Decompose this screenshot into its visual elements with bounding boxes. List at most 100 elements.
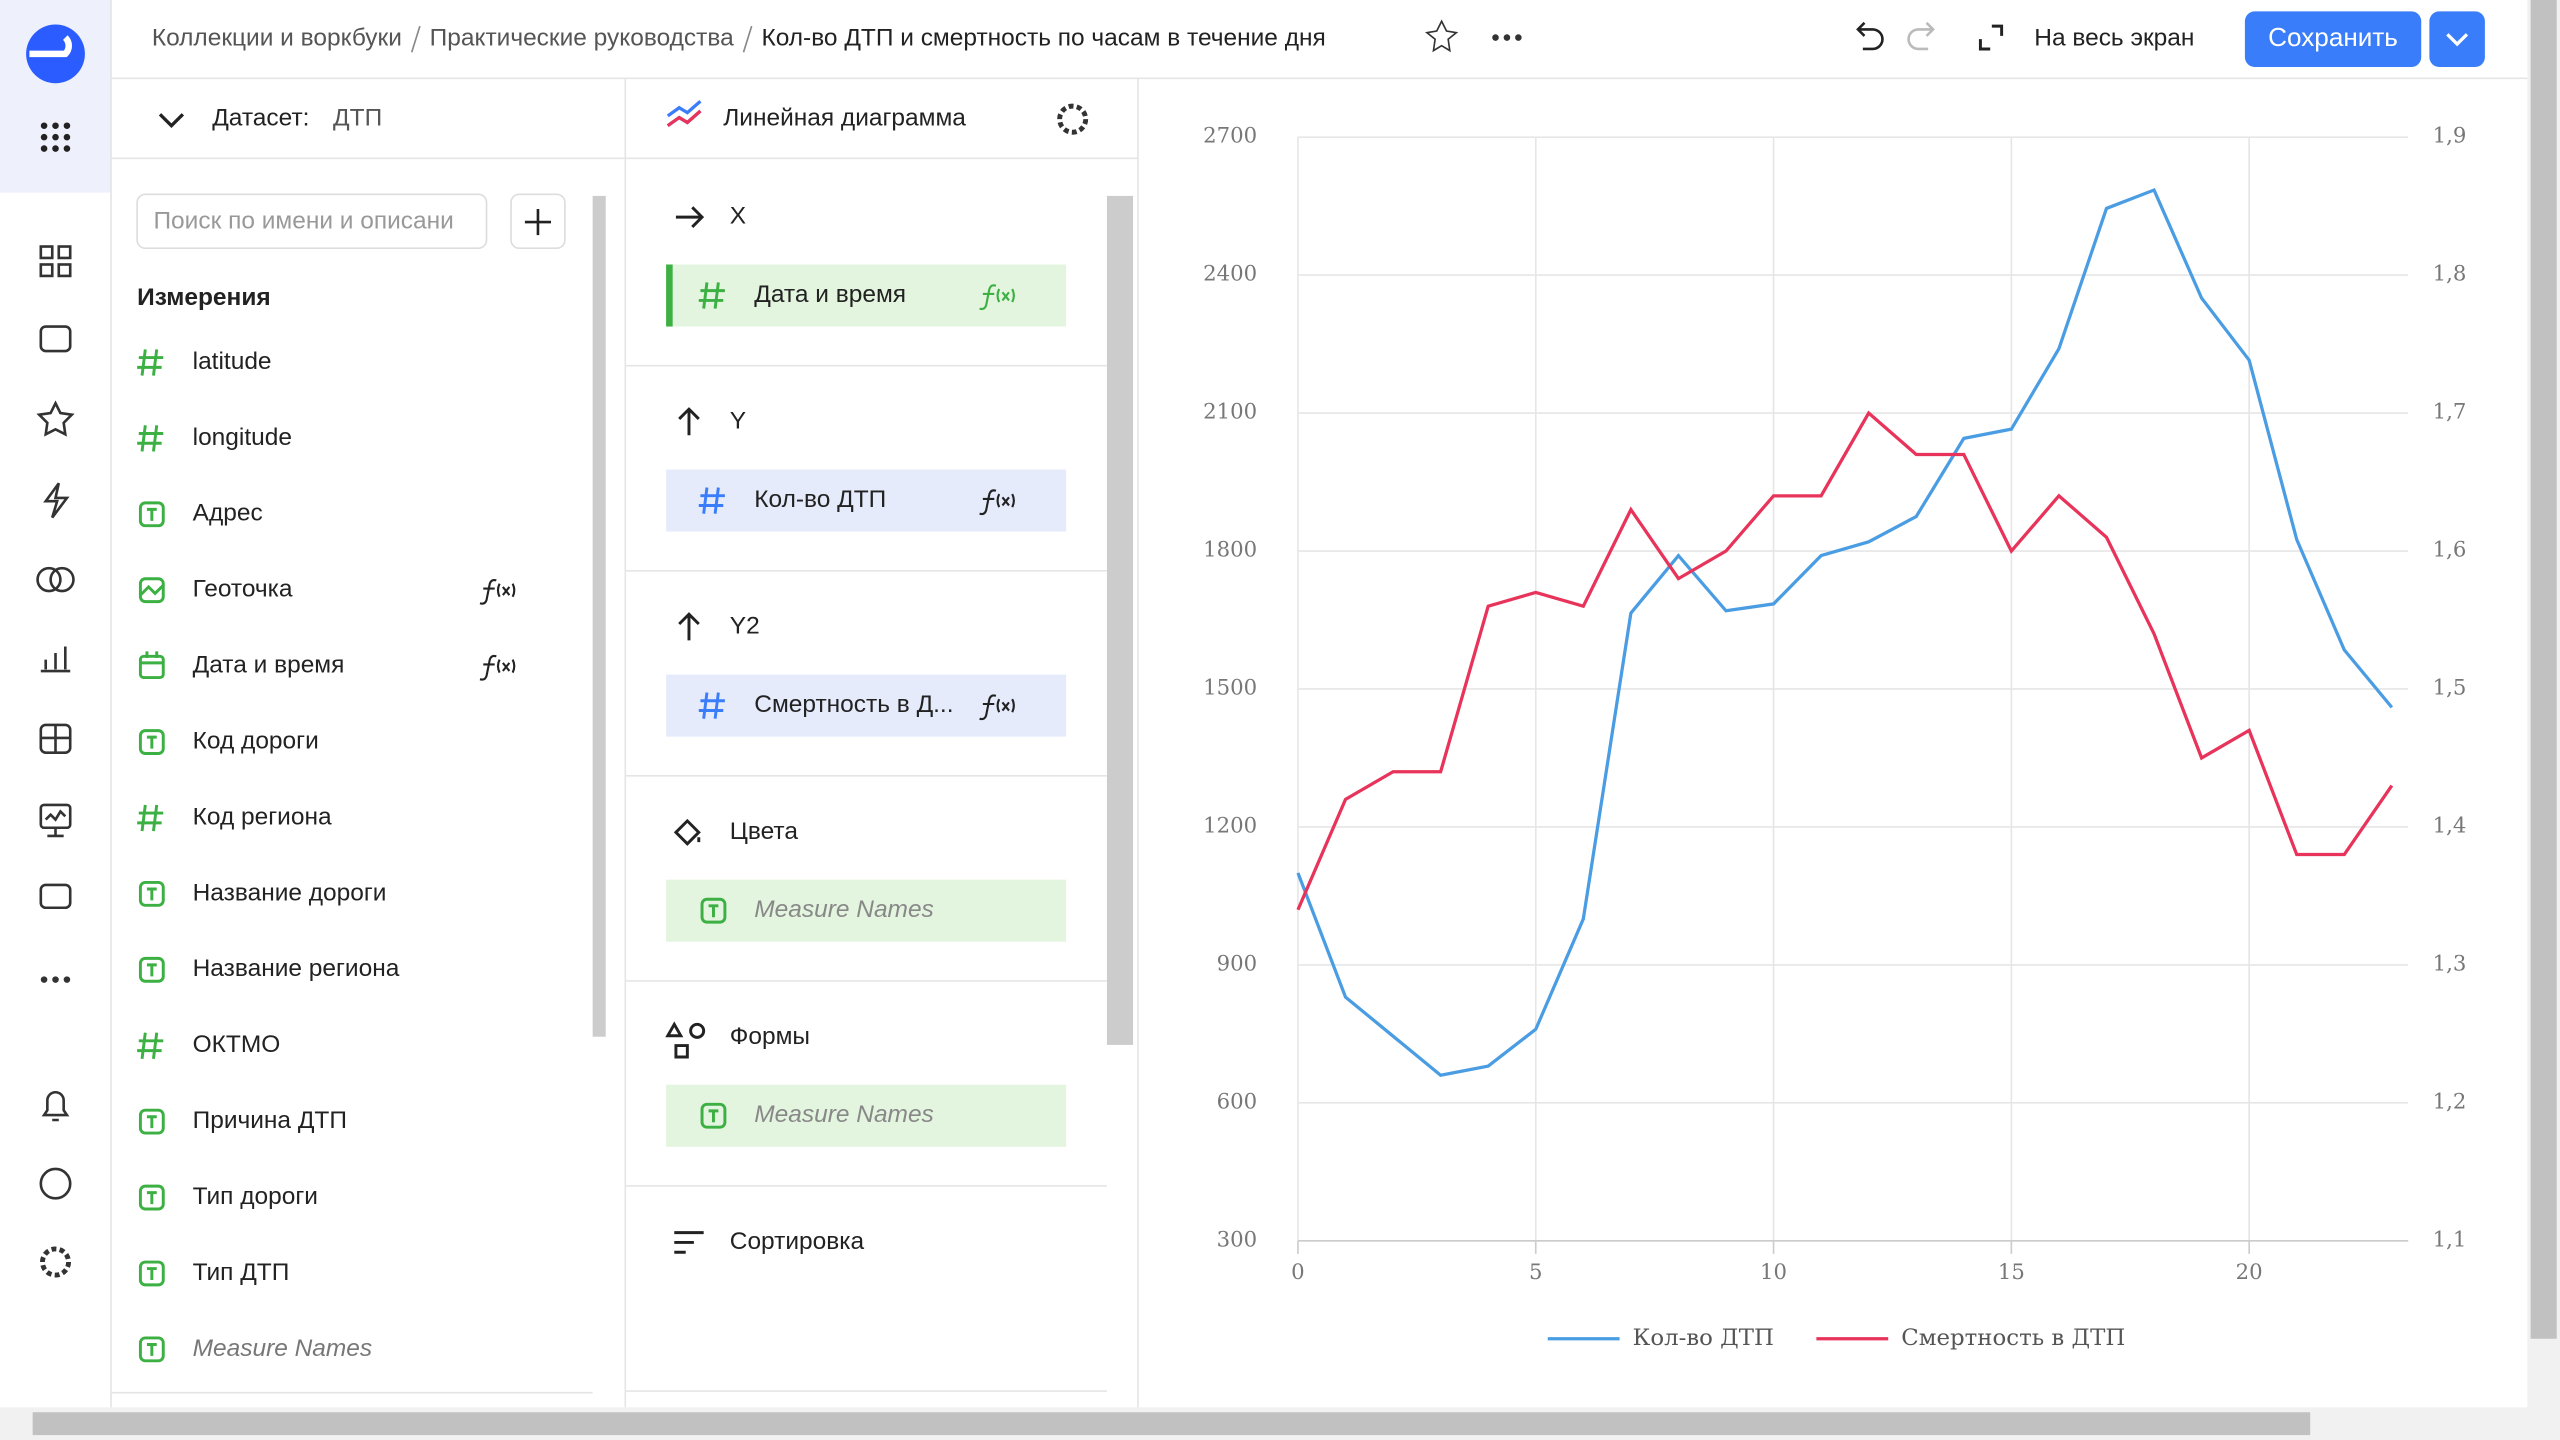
date-icon-top [140, 651, 164, 665]
text-icon [138, 1260, 165, 1287]
more-button[interactable] [1492, 34, 1522, 41]
field-chip[interactable] [666, 264, 1067, 327]
nav-favorites[interactable] [36, 400, 75, 437]
scrollbar[interactable] [592, 195, 606, 1037]
section-title: Цвета [730, 818, 799, 845]
nav-folders[interactable] [39, 883, 72, 910]
wizard-sections: X Дата и время Y Кол-во ДТП Y2 Смертность в Д… [625, 203, 1107, 1392]
h-scroll-thumb[interactable] [32, 1412, 2311, 1436]
search-input[interactable] [136, 193, 488, 249]
nav-connections[interactable] [36, 566, 75, 593]
add-icon [524, 208, 552, 236]
field-name[interactable]: Название дороги [193, 879, 387, 906]
nav-dashboards[interactable] [43, 482, 70, 519]
fullscreen-button[interactable]: На весь экран [2034, 25, 2194, 52]
y2-tick-label: 1,1 [2433, 1227, 2467, 1252]
field-name[interactable]: Дата и время [193, 652, 345, 679]
field-chip[interactable] [666, 1084, 1067, 1147]
x-tick-label: 20 [2236, 1260, 2263, 1285]
x-tick-label: 5 [1529, 1260, 1543, 1285]
formula-icon [479, 654, 516, 681]
section-icon-dot [689, 1022, 706, 1039]
wizard-scrollbar[interactable] [1106, 195, 1134, 1045]
formula-icon [979, 694, 1015, 721]
dataset-name[interactable]: ДТП [333, 105, 382, 132]
nav-help[interactable] [39, 1167, 72, 1200]
field-chip[interactable] [666, 674, 1067, 737]
field-name[interactable]: Код дороги [193, 728, 319, 755]
field-name[interactable]: Measure Names [193, 1335, 373, 1362]
breadcrumbs: Коллекции и воркбуки Практические руковод… [152, 25, 1326, 53]
apps-icon[interactable] [40, 122, 71, 152]
breadcrumb-separator [410, 25, 421, 53]
save-menu-icon [2446, 33, 2469, 47]
field-name[interactable]: Код региона [193, 803, 332, 830]
dataset-toggle[interactable] [158, 113, 185, 129]
section-title: Сортировка [730, 1228, 865, 1255]
nav-datasets[interactable] [39, 723, 72, 754]
save-label: Сохранить [2268, 22, 2398, 52]
viz-settings[interactable] [1057, 103, 1089, 135]
favorite-button[interactable] [1425, 19, 1459, 53]
save-menu-button[interactable] [2429, 11, 2485, 67]
legend-label[interactable]: Кол-во ДТП [1633, 1325, 1774, 1351]
save-button[interactable] [2244, 11, 2422, 67]
number-icon [698, 692, 725, 719]
fullscreen-icon [1978, 24, 2004, 51]
breadcrumb: Кол-во ДТП и смертность по часам в течен… [761, 25, 1325, 52]
field-name[interactable]: Геоточка [193, 576, 293, 603]
field-name[interactable]: ОКТМО [193, 1031, 281, 1058]
geo-icon-pin [139, 584, 165, 597]
section-icon [674, 1231, 704, 1254]
field-chip[interactable] [666, 469, 1067, 532]
data-line [1296, 410, 2394, 911]
text-icon-t [146, 887, 157, 901]
field-name[interactable]: longitude [193, 424, 292, 451]
geo-icon [138, 577, 165, 604]
section-icon [678, 612, 700, 641]
field-name[interactable]: Тип дороги [193, 1183, 318, 1210]
field-name[interactable]: latitude [193, 348, 272, 375]
breadcrumb[interactable]: Коллекции и воркбуки [152, 25, 402, 52]
undo-button[interactable] [1856, 21, 1884, 51]
text-icon-t [146, 507, 157, 521]
redo-button[interactable] [1907, 21, 1935, 51]
text-icon [138, 1336, 165, 1363]
y-tick-label: 1500 [1203, 675, 1257, 700]
legend-label[interactable]: Смертность в ДТП [1901, 1325, 2125, 1351]
section-icon [675, 206, 705, 228]
chip-name: Measure Names [754, 896, 934, 923]
nav-notifications[interactable] [41, 1091, 70, 1122]
text-icon-t [708, 1109, 719, 1123]
y2-tick-label: 1,4 [2433, 813, 2467, 838]
field-name[interactable]: Адрес [193, 500, 263, 527]
breadcrumb-separator [742, 25, 753, 53]
page-scroll-thumb[interactable] [2530, 0, 2557, 1339]
section-icon [665, 1021, 689, 1059]
formula-icon [479, 578, 516, 605]
section-title: Измерения [137, 284, 271, 311]
text-icon-t [146, 1115, 157, 1129]
chip-name: Смертность в Д... [754, 691, 953, 718]
nav-collections[interactable] [39, 245, 72, 278]
visualization-type[interactable]: Линейная диаграмма [723, 105, 966, 132]
nav-more[interactable] [40, 976, 71, 983]
date-icon [138, 654, 165, 680]
field-name[interactable]: Название региона [193, 955, 400, 982]
data-line [1296, 187, 2394, 1078]
breadcrumb[interactable]: Практические руководства [430, 25, 734, 52]
field-name[interactable]: Причина ДТП [193, 1107, 347, 1134]
field-name[interactable]: Тип ДТП [193, 1259, 290, 1286]
text-icon-t [146, 735, 157, 749]
text-icon-t [146, 1343, 157, 1356]
nav-charts[interactable] [40, 646, 71, 673]
nav-settings[interactable] [40, 1246, 72, 1278]
nav-workbooks[interactable] [39, 325, 72, 353]
field-chip[interactable] [666, 879, 1067, 942]
y-tick-label: 2100 [1203, 400, 1257, 425]
section-icon [678, 407, 700, 436]
nav-reports[interactable] [39, 803, 72, 838]
number-icon [698, 282, 725, 309]
